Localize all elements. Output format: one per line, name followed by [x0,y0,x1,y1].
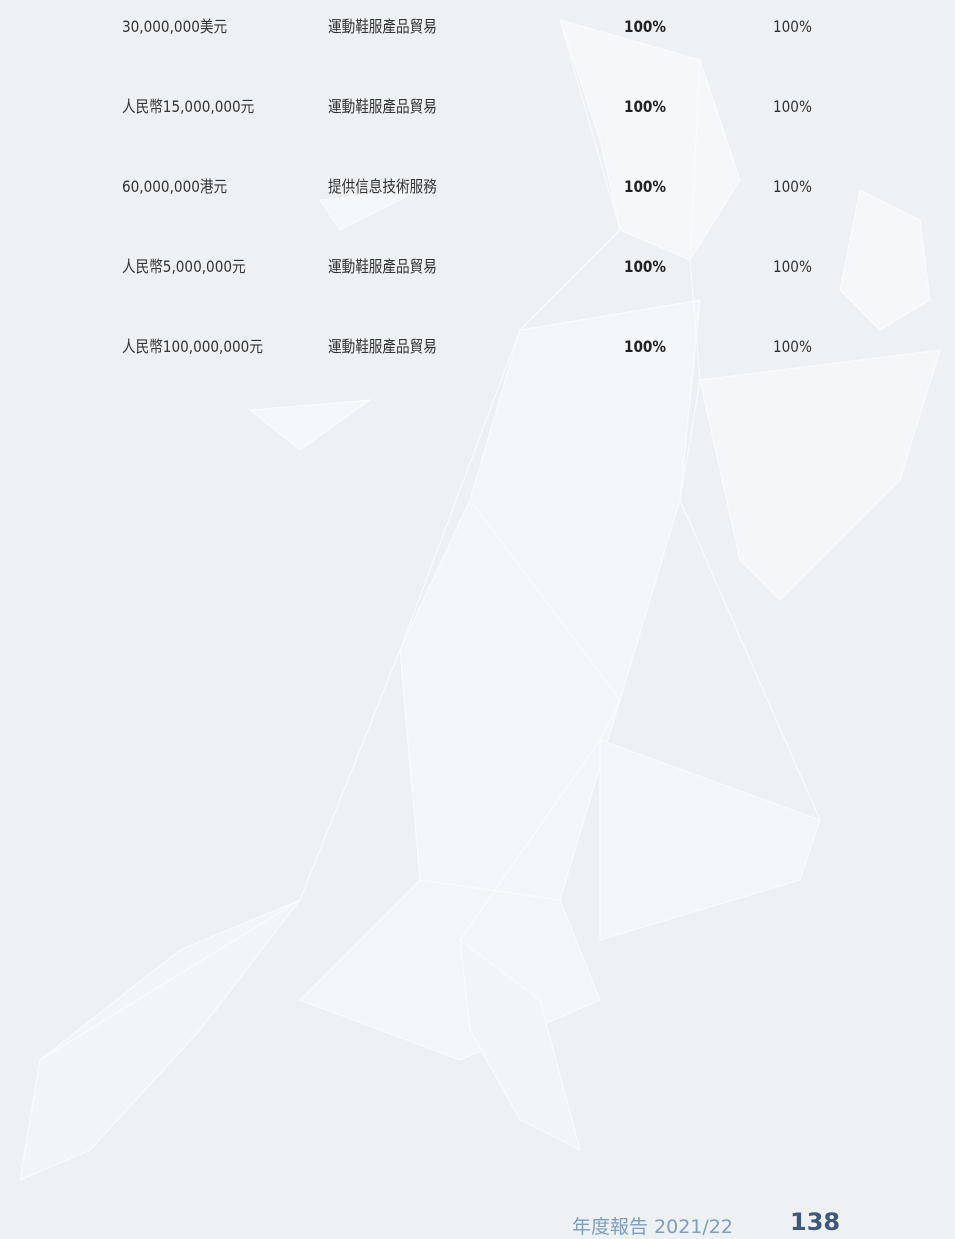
effective-interest: 100% [773,97,812,117]
business: 運動鞋服產品貿易 [328,97,437,117]
capital: 人民幣15,000,000元 [122,97,254,117]
footer-label: 年度報告 2021/22 [572,1212,733,1239]
capital: 60,000,000港元 [122,177,227,197]
direct-interest: 100% [624,97,666,117]
business: 運動鞋服產品貿易 [328,257,437,277]
direct-interest: 100% [624,177,666,197]
business: 提供信息技術服務 [328,177,437,197]
direct-interest: 100% [624,257,666,277]
business: 運動鞋服產品貿易 [328,17,437,37]
business: 運動鞋服產品貿易 [328,337,437,357]
direct-interest: 100% [624,17,666,37]
capital: 人民幣5,000,000元 [122,257,246,277]
effective-interest: 100% [773,177,812,197]
direct-interest: 100% [624,337,666,357]
effective-interest: 100% [773,337,812,357]
page-number: 138 [790,1208,840,1236]
effective-interest: 100% [773,17,812,37]
capital: 人民幣100,000,000元 [122,337,263,357]
effective-interest: 100% [773,257,812,277]
capital: 30,000,000美元 [122,17,227,37]
page: 30,000,000美元運動鞋服產品貿易100%100%人民幣15,000,00… [0,0,955,1230]
